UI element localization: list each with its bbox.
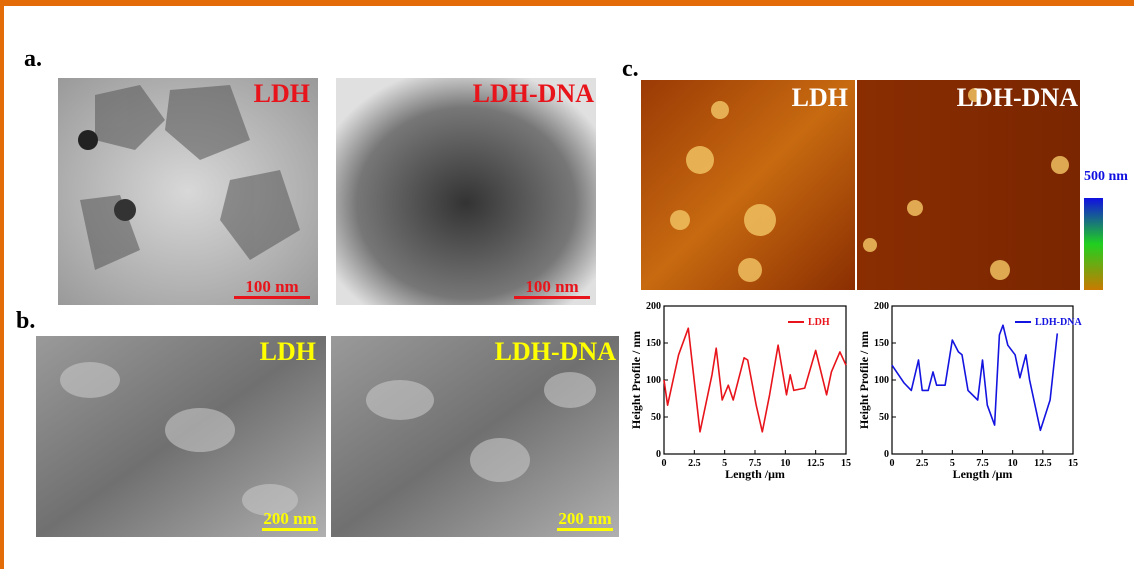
data-line — [892, 325, 1057, 430]
scale-bar — [557, 528, 613, 531]
y-tick-label: 100 — [646, 375, 661, 386]
page: a. LDH LDH-DNA 100 nm 100 nm b. LDH LDH-… — [0, 0, 1134, 569]
y-tick-label: 100 — [874, 375, 889, 386]
figure: a. LDH LDH-DNA 100 nm 100 nm b. LDH LDH-… — [0, 0, 1134, 569]
x-tick-label: 2.5 — [688, 458, 701, 469]
scale-bar — [262, 528, 318, 531]
plot-frame — [664, 306, 846, 454]
x-tick-label: 12.5 — [1034, 458, 1052, 469]
image-label: LDH-DNA — [495, 337, 617, 366]
tem-particle — [78, 130, 98, 150]
image-label: LDH-DNA — [957, 83, 1079, 112]
x-tick-label: 12.5 — [807, 458, 825, 469]
y-axis-label: Height Profile / nm — [857, 331, 871, 429]
y-tick-label: 0 — [884, 449, 889, 460]
scale-bar-label: 200 nm — [558, 509, 611, 528]
panel-label: a. — [24, 46, 42, 72]
colorbar — [1084, 198, 1103, 290]
scale-bar-label: 200 nm — [263, 509, 316, 528]
legend-label: LDH-DNA — [1035, 317, 1082, 328]
x-tick-label: 15 — [1068, 458, 1078, 469]
scale-bar — [234, 296, 310, 299]
image-label: LDH — [260, 337, 316, 366]
y-tick-label: 50 — [879, 412, 889, 423]
y-tick-label: 150 — [646, 338, 661, 349]
y-tick-label: 0 — [656, 449, 661, 460]
border-top — [0, 0, 1134, 6]
image-label: LDH-DNA — [473, 79, 595, 108]
tem-image — [336, 78, 596, 305]
legend-label: LDH — [808, 317, 830, 328]
x-axis-label: Length /μm — [725, 467, 785, 481]
y-tick-label: 200 — [646, 301, 661, 312]
image-label: LDH — [792, 83, 848, 112]
y-tick-label: 200 — [874, 301, 889, 312]
border-left — [0, 0, 4, 569]
x-tick-label: 0 — [662, 458, 667, 469]
y-tick-label: 150 — [874, 338, 889, 349]
tem-particle — [114, 199, 136, 221]
image-label: LDH — [254, 79, 310, 108]
y-tick-label: 50 — [651, 412, 661, 423]
x-tick-label: 0 — [890, 458, 895, 469]
panel-label: b. — [16, 308, 35, 334]
scale-bar-label: 100 nm — [525, 277, 578, 296]
data-line — [664, 328, 846, 432]
colorbar-label: 500 nm — [1084, 169, 1128, 184]
x-tick-label: 2.5 — [916, 458, 929, 469]
sem-image — [331, 336, 619, 537]
scale-bar-label: 100 nm — [245, 277, 298, 296]
x-tick-label: 15 — [841, 458, 851, 469]
y-axis-label: Height Profile / nm — [629, 331, 643, 429]
panel-label: c. — [622, 56, 639, 82]
x-axis-label: Length /μm — [953, 467, 1013, 481]
scale-bar — [514, 296, 590, 299]
plot-frame — [892, 306, 1073, 454]
